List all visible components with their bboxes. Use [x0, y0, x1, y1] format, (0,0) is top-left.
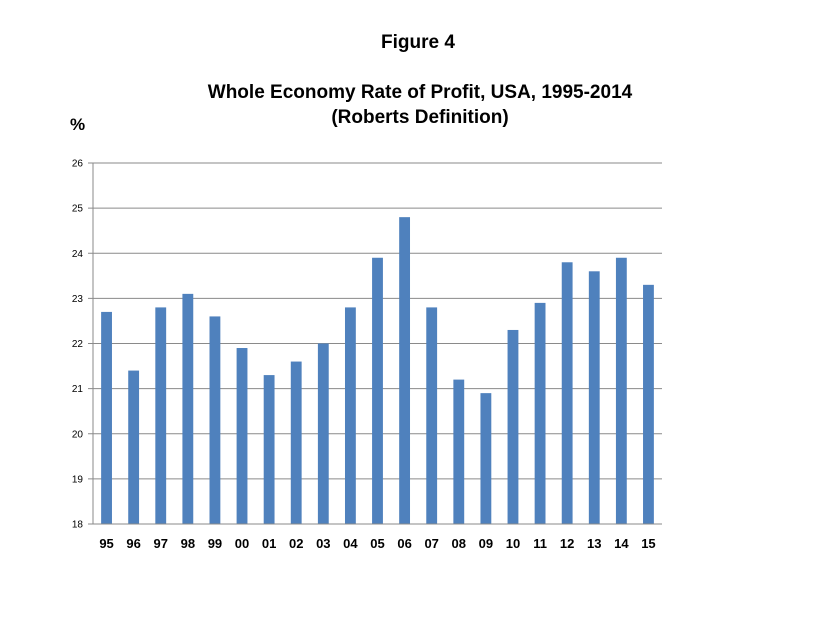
bar-07: [426, 307, 438, 524]
bar-99: [209, 316, 221, 524]
x-tick-label: 09: [479, 536, 493, 551]
x-tick-label: 13: [587, 536, 601, 551]
y-tick-labels: 18 19 20 21 22 23 24 25 26: [72, 159, 84, 531]
bar-97: [155, 307, 167, 524]
bar-13: [588, 271, 600, 524]
bar-01: [263, 375, 275, 524]
x-tick-label: 97: [154, 536, 168, 551]
x-tick-label: 06: [397, 536, 411, 551]
bar-10: [507, 329, 519, 524]
bar-14: [615, 257, 627, 524]
bar-03: [317, 343, 329, 524]
y-tick-label: 26: [72, 159, 84, 170]
x-tick-label: 11: [533, 536, 547, 551]
chart-title: Whole Economy Rate of Profit, USA, 1995-…: [208, 82, 633, 103]
x-tick-label: 04: [343, 536, 358, 551]
x-tick-label: 08: [452, 536, 466, 551]
bar-95: [101, 311, 112, 524]
x-tick-label: 95: [99, 536, 113, 551]
x-tick-label: 98: [181, 536, 195, 551]
x-tick-label: 12: [560, 536, 574, 551]
x-tick-label: 07: [424, 536, 438, 551]
x-tick-label: 00: [235, 536, 249, 551]
bar-08: [453, 379, 465, 524]
bar-15: [643, 284, 654, 524]
x-tick-label: 99: [208, 536, 222, 551]
y-tick-label: 22: [72, 339, 84, 350]
y-tick-label: 18: [72, 520, 84, 531]
bar-98: [182, 293, 194, 524]
x-tick-label: 01: [262, 536, 276, 551]
bar-11: [534, 302, 546, 524]
x-tick-label: 15: [641, 536, 655, 551]
x-tick-label: 10: [506, 536, 520, 551]
bar-04: [344, 307, 356, 524]
y-tick-label: 23: [72, 294, 84, 305]
y-axis-label: %: [70, 115, 85, 134]
bar-09: [480, 393, 492, 524]
y-tick-label: 19: [72, 474, 84, 485]
x-tick-label: 03: [316, 536, 330, 551]
y-tick-label: 21: [72, 384, 84, 395]
x-tick-label: 14: [614, 536, 629, 551]
x-tick-labels: 95 96 97 98 99 00 01 02 03 04 05 06 07 08 09 10 11 12 13 14…: [99, 536, 655, 551]
bar-96: [128, 370, 140, 524]
bar-06: [399, 217, 411, 524]
x-tick-label: 05: [370, 536, 384, 551]
y-tick-label: 24: [72, 249, 84, 260]
chart-subtitle: (Roberts Definition): [331, 107, 508, 128]
y-tick-label: 25: [72, 204, 84, 215]
x-tick-label: 02: [289, 536, 303, 551]
bar-05: [372, 257, 383, 524]
bar-02: [290, 361, 302, 524]
bar-12: [561, 262, 573, 524]
bar-00: [236, 348, 248, 524]
figure-label: Figure 4: [381, 32, 455, 53]
bars: [101, 217, 654, 524]
x-tick-label: 96: [126, 536, 140, 551]
y-tick-label: 20: [72, 429, 84, 440]
